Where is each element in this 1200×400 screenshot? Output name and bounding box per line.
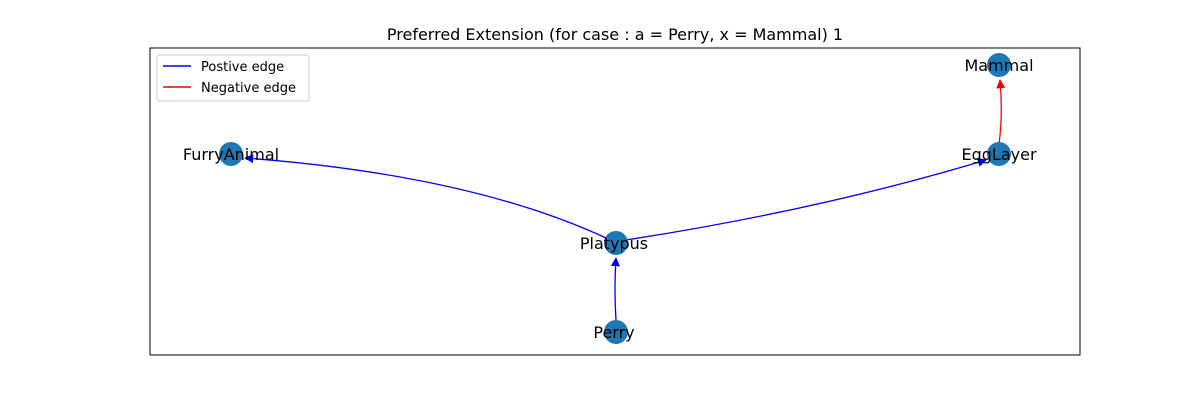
node-label-perry: Perry — [593, 323, 634, 342]
plot-frame — [149, 47, 1081, 356]
edge-platypus-furryanimal — [244, 154, 607, 239]
legend-label-negative: Negative edge — [201, 81, 296, 96]
node-label-platypus: Platypus — [580, 234, 648, 253]
node-label-furryanimal: FurryAnimal — [183, 145, 279, 164]
legend-label-positive: Postive edge — [201, 60, 284, 75]
node-furryanimal: FurryAnimal — [183, 142, 279, 166]
edge-perry-platypus — [610, 257, 621, 321]
node-platypus: Platypus — [580, 231, 648, 255]
node-mammal: Mammal — [964, 53, 1034, 77]
edge-platypus-egglayer — [625, 158, 987, 241]
figure-title: Preferred Extension (for case : a = Perr… — [387, 25, 843, 44]
edge-egglayer-mammal — [996, 79, 1006, 145]
node-egglayer: EggLayer — [961, 142, 1037, 166]
node-perry: Perry — [593, 320, 635, 344]
node-label-egglayer: EggLayer — [961, 145, 1036, 164]
node-label-mammal: Mammal — [964, 56, 1033, 75]
legend: Postive edge Negative edge — [156, 54, 310, 102]
legend-box — [156, 54, 310, 102]
